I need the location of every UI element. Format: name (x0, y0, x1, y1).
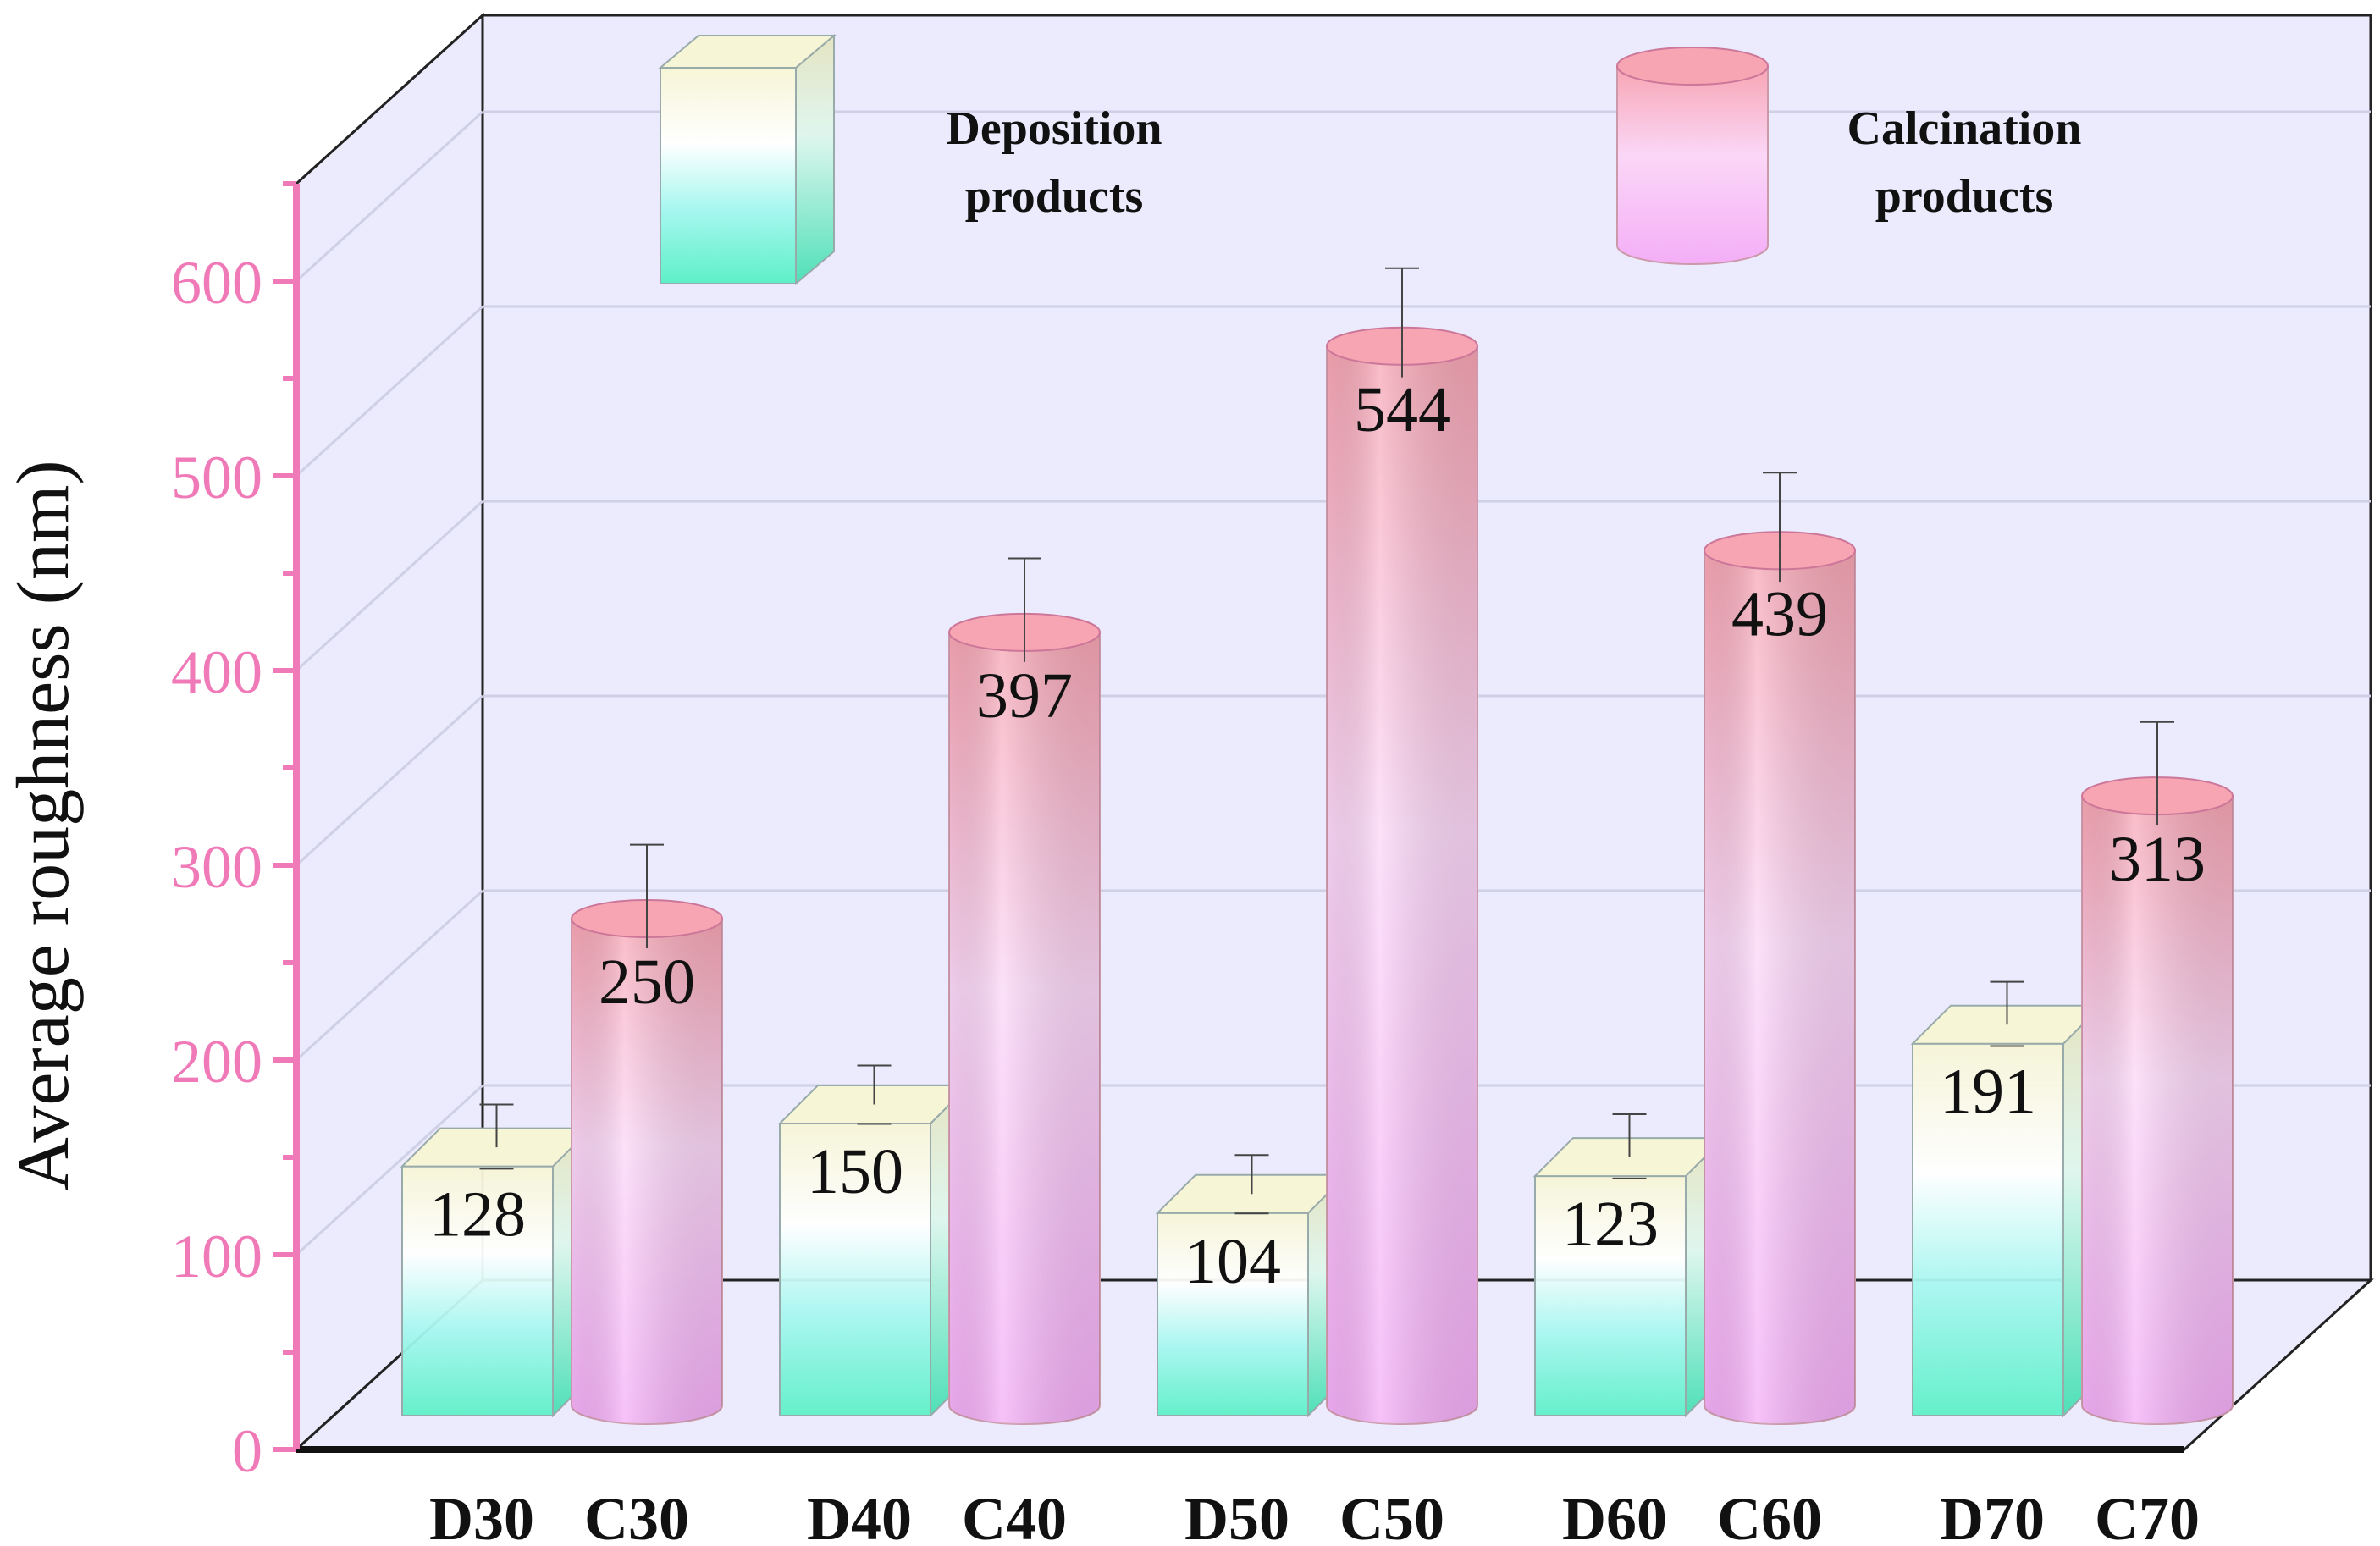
y-tick-label: 600 (171, 249, 262, 317)
y-tick-label: 100 (171, 1223, 262, 1290)
bar-group-d70: 191 (1910, 980, 2104, 1418)
legend-swatch-top-calcination (1616, 47, 1769, 86)
legend-label-deposition-1: Deposition (946, 102, 1162, 155)
bar-d30 (401, 1165, 554, 1416)
bar-group-c70: 313 (2081, 721, 2234, 1425)
x-tick-label-c70: C70 (2095, 1485, 2200, 1546)
data-label-d60: 123 (1562, 1189, 1659, 1260)
y-tick-label: 500 (171, 444, 262, 511)
y-tick-label: 300 (171, 833, 262, 901)
y-tick-label: 200 (171, 1028, 262, 1096)
legend-label-calcination-1: Calcination (1847, 102, 2082, 155)
gridline-side (295, 1084, 484, 1256)
x-tick-label-c50: C50 (1339, 1485, 1444, 1546)
bar-shade-c70 (2082, 796, 2233, 1424)
legend-label-calcination-2: products (1875, 170, 2054, 223)
y-axis: 0 100 200 300 400 500 600 (171, 181, 300, 1485)
legend-swatch-calcination (1616, 65, 1769, 265)
bar-group-d40: 150 (777, 1064, 971, 1418)
data-label-d30: 128 (429, 1179, 526, 1251)
bar-group-d60: 123 (1532, 1113, 1726, 1418)
bar-d40 (779, 1123, 931, 1416)
x-tick-label-d60: D60 (1562, 1485, 1667, 1546)
bar-group-c40: 397 (948, 557, 1101, 1425)
bar-shade-c60 (1704, 550, 1855, 1424)
y-tick-label: 0 (232, 1417, 262, 1485)
bar-group-c50: 544 (1326, 267, 1478, 1425)
data-label-c40: 397 (976, 660, 1073, 732)
x-tick-label-d30: D30 (429, 1485, 534, 1546)
gridline-side (295, 500, 484, 672)
x-tick-label-d40: D40 (807, 1485, 912, 1546)
x-tick-label-d50: D50 (1184, 1485, 1289, 1546)
gridline-side (295, 305, 484, 478)
data-label-d40: 150 (807, 1136, 903, 1207)
gridline-side (295, 694, 484, 867)
y-tick-label: 400 (171, 638, 262, 706)
data-label-c30: 250 (599, 947, 695, 1018)
bar-d60 (1534, 1175, 1687, 1416)
legend-swatch-side-deposition (795, 33, 835, 286)
bar-d50 (1157, 1212, 1309, 1417)
category-labels: D30 C30 D40 C40 D50 C50 D60 C60 D70 C70 (429, 1485, 2200, 1546)
bars: 128 250 150 397 104 544 123 439 191 313 (400, 267, 2234, 1425)
data-label-c70: 313 (2109, 824, 2206, 895)
bar-shade-c30 (572, 919, 722, 1424)
legend: Deposition products Calcination products (658, 33, 2082, 286)
x-tick-label-c60: C60 (1717, 1485, 1822, 1546)
y-axis-label: Average roughness (nm) (3, 460, 85, 1190)
data-label-c60: 439 (1731, 578, 1828, 649)
gridline-side (295, 110, 484, 283)
legend-label-deposition-2: products (965, 170, 1144, 223)
bar-shade-c50 (1327, 345, 1477, 1424)
bar-shade-c40 (949, 632, 1100, 1424)
x-tick-label-c30: C30 (584, 1485, 689, 1546)
x-tick-label-d70: D70 (1940, 1485, 2045, 1546)
bar-group-c60: 439 (1704, 472, 1856, 1425)
legend-swatch-top-deposition (658, 35, 837, 69)
x-tick-label-c40: C40 (962, 1485, 1067, 1546)
gridline-side (295, 889, 484, 1062)
data-label-d70: 191 (1940, 1057, 2036, 1128)
bar-group-d30: 128 (400, 1103, 594, 1418)
bar-group-d50: 104 (1155, 1154, 1349, 1418)
bar-group-c30: 250 (571, 843, 723, 1425)
legend-swatch-deposition (660, 67, 797, 284)
data-label-c50: 544 (1354, 374, 1450, 445)
data-label-d50: 104 (1184, 1226, 1281, 1297)
